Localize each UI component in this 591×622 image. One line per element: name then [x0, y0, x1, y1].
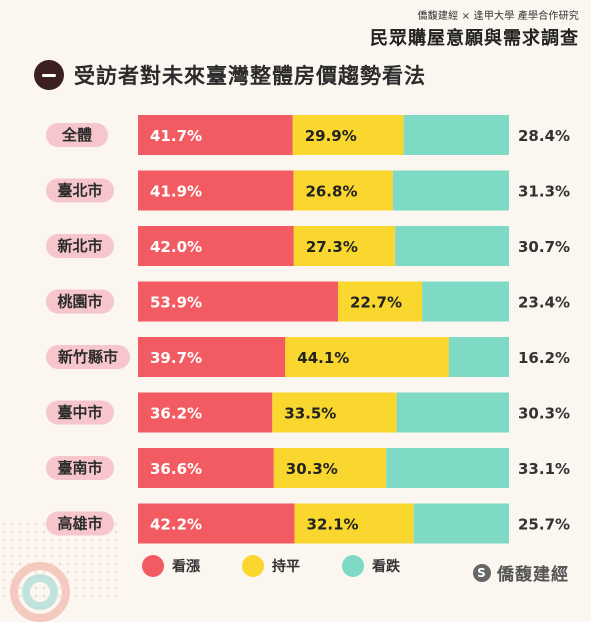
- bar-segment-flat: [272, 392, 397, 433]
- data-label: 25.7%: [518, 516, 570, 534]
- category-pill: [46, 178, 114, 203]
- data-label: 28.4%: [518, 127, 570, 145]
- category-pill: [46, 400, 114, 425]
- bar-segment-flat: [285, 337, 449, 377]
- bar-segment-fall: [448, 337, 509, 377]
- legend-label: 看跌: [371, 558, 401, 575]
- data-label: 30.3%: [518, 405, 570, 423]
- category-label: 臺中市: [57, 404, 102, 422]
- bar-segment-rise: [138, 226, 294, 266]
- data-label: 29.9%: [305, 127, 357, 145]
- bar-segment-flat: [293, 170, 393, 211]
- data-label: 41.9%: [150, 183, 202, 201]
- bar-segment-fall: [386, 448, 509, 488]
- category-label: 臺南市: [57, 459, 102, 477]
- data-label: 33.1%: [518, 460, 570, 478]
- data-label: 32.1%: [307, 516, 359, 534]
- data-label: 39.7%: [150, 349, 202, 367]
- bar-segment-flat: [337, 281, 423, 322]
- data-label: 33.5%: [284, 405, 336, 423]
- bar-segment-rise: [138, 170, 294, 211]
- infographic-page: 僑馥建經 × 逢甲大學 產學合作研究 民眾購屋意願與需求調查 受訪者對未來臺灣整…: [0, 11, 579, 622]
- source-credit: 僑馥建經 × 逢甲大學 產學合作研究: [417, 11, 579, 22]
- bar-segment-fall: [395, 226, 509, 266]
- chart-title: 受訪者對未來臺灣整體房價趨勢看法: [74, 64, 426, 88]
- data-label: 22.7%: [350, 294, 402, 312]
- bar-segment-flat: [293, 226, 396, 266]
- brand-icon: S: [473, 563, 491, 582]
- data-label: 30.3%: [286, 460, 338, 478]
- minus-circle-icon: [34, 60, 64, 90]
- category-label: 全體: [61, 126, 92, 144]
- data-label: 27.3%: [306, 238, 358, 256]
- legend-swatch: [242, 555, 264, 577]
- data-label: 31.3%: [518, 183, 570, 201]
- category-pill: [46, 345, 130, 369]
- bar-segment-rise: [138, 115, 293, 155]
- bar-segment-flat: [273, 448, 387, 488]
- category-label: 高雄市: [57, 515, 102, 533]
- category-pill: [46, 234, 114, 258]
- chart-heading: 受訪者對未來臺灣整體房價趨勢看法: [34, 60, 426, 90]
- data-label: 16.2%: [518, 349, 570, 367]
- data-label: 30.7%: [518, 238, 570, 256]
- bar-segment-fall: [396, 392, 509, 433]
- data-label: 36.6%: [150, 460, 202, 478]
- data-label: 26.8%: [305, 183, 357, 201]
- data-label: 44.1%: [297, 349, 349, 367]
- bar-segment-flat: [292, 115, 404, 155]
- survey-title: 民眾購屋意願與需求調查: [370, 28, 579, 49]
- category-pill: [46, 289, 114, 314]
- bar-segment-fall: [422, 281, 509, 322]
- category-label: 臺北市: [57, 182, 102, 200]
- brand-name: 僑馥建經: [497, 565, 569, 585]
- brand-logo: S 僑馥建經: [473, 560, 569, 585]
- bar-segment-flat: [294, 503, 414, 544]
- category-label: 新竹縣市: [58, 348, 118, 366]
- category-pill: [46, 511, 114, 536]
- legend-label: 持平: [272, 558, 300, 575]
- category-label: 新北市: [57, 237, 102, 255]
- data-label: 42.0%: [150, 238, 202, 256]
- legend-swatch: [342, 555, 364, 577]
- data-label: 36.2%: [150, 405, 202, 423]
- category-pill: [46, 456, 114, 480]
- stacked-bar-chart: 全體 41.7% 29.9% 28.4% 臺北市 41.9% 26.8% 31.3% 新北市 42…: [46, 115, 570, 577]
- bar-segment-rise: [138, 448, 274, 488]
- bar-segment-rise: [138, 392, 273, 433]
- data-label: 42.2%: [150, 516, 202, 534]
- category-pill: [46, 123, 108, 147]
- bar-segment-fall: [392, 170, 509, 211]
- bar-segment-rise: [138, 337, 286, 377]
- data-label: 41.7%: [150, 127, 202, 145]
- bar-segment-fall: [413, 503, 509, 544]
- legend-swatch: [142, 555, 164, 577]
- category-label: 桃園市: [57, 293, 102, 311]
- data-label: 53.9%: [150, 294, 202, 312]
- bar-segment-rise: [138, 281, 338, 322]
- bar-segment-fall: [403, 115, 509, 155]
- data-label: 23.4%: [518, 294, 570, 312]
- legend-label: 看漲: [171, 558, 201, 575]
- bar-segment-rise: [138, 503, 295, 544]
